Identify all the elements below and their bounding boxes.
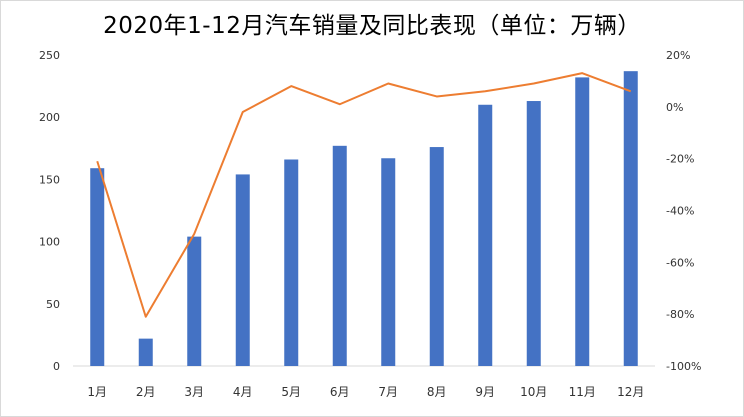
category-label: 5月: [281, 385, 301, 399]
category-label: 3月: [184, 385, 204, 399]
right-axis: -100% -80% -60% -40% -20% 0% 20%: [666, 49, 701, 373]
category-label: 11月: [569, 385, 596, 399]
left-axis: 0 50 100 150 200 250: [39, 49, 60, 373]
bar-series: [90, 71, 638, 366]
category-label: 12月: [617, 385, 644, 399]
bar: [381, 158, 396, 366]
bar: [138, 338, 153, 366]
category-label: 1月: [87, 385, 107, 399]
bar: [235, 174, 250, 366]
left-tick-label: 200: [39, 111, 60, 124]
right-tick-label: -20%: [666, 153, 694, 166]
category-label: 6月: [330, 385, 350, 399]
bar: [429, 147, 444, 366]
right-tick-label: -60%: [666, 256, 694, 269]
bar: [478, 104, 493, 366]
right-tick-label: -100%: [666, 360, 701, 373]
bar: [575, 77, 590, 366]
chart-title: 2020年1-12月汽车销量及同比表现（单位：万辆）: [103, 13, 641, 39]
line-series-path: [96, 72, 632, 318]
category-label: 2月: [136, 385, 156, 399]
category-label: 9月: [475, 385, 495, 399]
bar: [623, 71, 638, 366]
bar: [526, 101, 541, 366]
left-tick-label: 50: [46, 298, 60, 311]
category-label: 10月: [520, 385, 547, 399]
right-tick-label: -40%: [666, 205, 694, 218]
right-tick-label: 0%: [666, 101, 683, 114]
left-tick-label: 100: [39, 236, 60, 249]
line-series: [96, 72, 632, 318]
x-axis: 1月 2月 3月 4月 5月 6月 7月 8月 9月 10月 11月 12月: [73, 365, 655, 399]
bar: [284, 159, 299, 366]
left-tick-label: 150: [39, 173, 60, 186]
left-tick-label: 250: [39, 49, 60, 62]
right-tick-label: 20%: [666, 49, 690, 62]
left-tick-label: 0: [53, 360, 60, 373]
category-label: 8月: [427, 385, 447, 399]
right-tick-label: -80%: [666, 308, 694, 321]
bar: [90, 168, 105, 366]
bar: [187, 236, 202, 366]
category-label: 7月: [378, 385, 398, 399]
bar: [332, 145, 347, 366]
category-label: 4月: [233, 385, 253, 399]
